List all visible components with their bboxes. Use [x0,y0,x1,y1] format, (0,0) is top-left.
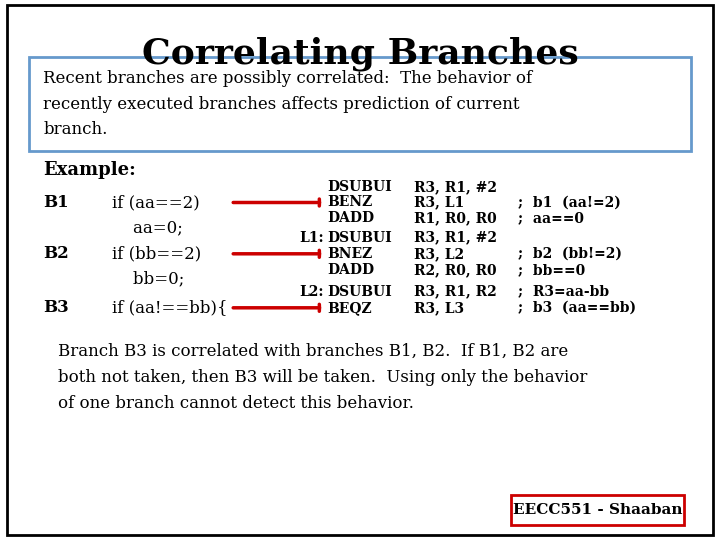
Text: R3, R1, R2: R3, R1, R2 [414,285,497,299]
Text: DADD: DADD [328,263,374,277]
Text: DSUBUI: DSUBUI [328,231,392,245]
Text: ;  aa==0: ; aa==0 [518,211,585,225]
Text: bb=0;: bb=0; [112,270,184,287]
Text: both not taken, then B3 will be taken.  Using only the behavior: both not taken, then B3 will be taken. U… [58,369,587,386]
Text: R2, R0, R0: R2, R0, R0 [414,263,497,277]
Text: R1, R0, R0: R1, R0, R0 [414,211,497,225]
Text: B2: B2 [43,245,69,262]
Text: ;  bb==0: ; bb==0 [518,263,585,277]
Text: recently executed branches affects prediction of current: recently executed branches affects predi… [43,96,520,112]
Text: R3, R1, #2: R3, R1, #2 [414,231,497,245]
Text: R3, L3: R3, L3 [414,301,464,315]
Text: R3, L2: R3, L2 [414,247,464,261]
Text: if (aa!==bb){: if (aa!==bb){ [112,299,228,316]
Text: R3, L1: R3, L1 [414,195,464,210]
Text: DSUBUI: DSUBUI [328,285,392,299]
Text: BENZ: BENZ [328,195,373,210]
Text: L1:: L1: [299,231,323,245]
Text: DADD: DADD [328,211,374,225]
Text: BEQZ: BEQZ [328,301,372,315]
Text: DSUBUI: DSUBUI [328,180,392,194]
Text: if (aa==2): if (aa==2) [112,194,199,211]
Text: Example:: Example: [43,161,136,179]
Text: EECC551 - Shaaban: EECC551 - Shaaban [513,503,683,517]
Text: ;  b2  (bb!=2): ; b2 (bb!=2) [518,247,622,261]
Text: if (bb==2): if (bb==2) [112,245,201,262]
Text: Recent branches are possibly correlated:  The behavior of: Recent branches are possibly correlated:… [43,70,532,87]
Text: of one branch cannot detect this behavior.: of one branch cannot detect this behavio… [58,395,413,411]
Text: branch.: branch. [43,121,107,138]
Text: L2:: L2: [299,285,323,299]
Text: ;  b1  (aa!=2): ; b1 (aa!=2) [518,195,621,210]
Text: B1: B1 [43,194,69,211]
Text: Branch B3 is correlated with branches B1, B2.  If B1, B2 are: Branch B3 is correlated with branches B1… [58,343,568,360]
Text: BNEZ: BNEZ [328,247,373,261]
Text: ;  R3=aa-bb: ; R3=aa-bb [518,285,610,299]
Text: R3, R1, #2: R3, R1, #2 [414,180,497,194]
Text: B3: B3 [43,299,69,316]
Text: Correlating Branches: Correlating Branches [142,37,578,71]
FancyBboxPatch shape [29,57,691,151]
Text: ;  b3  (aa==bb): ; b3 (aa==bb) [518,301,636,315]
FancyBboxPatch shape [511,496,684,525]
Text: aa=0;: aa=0; [112,219,182,237]
